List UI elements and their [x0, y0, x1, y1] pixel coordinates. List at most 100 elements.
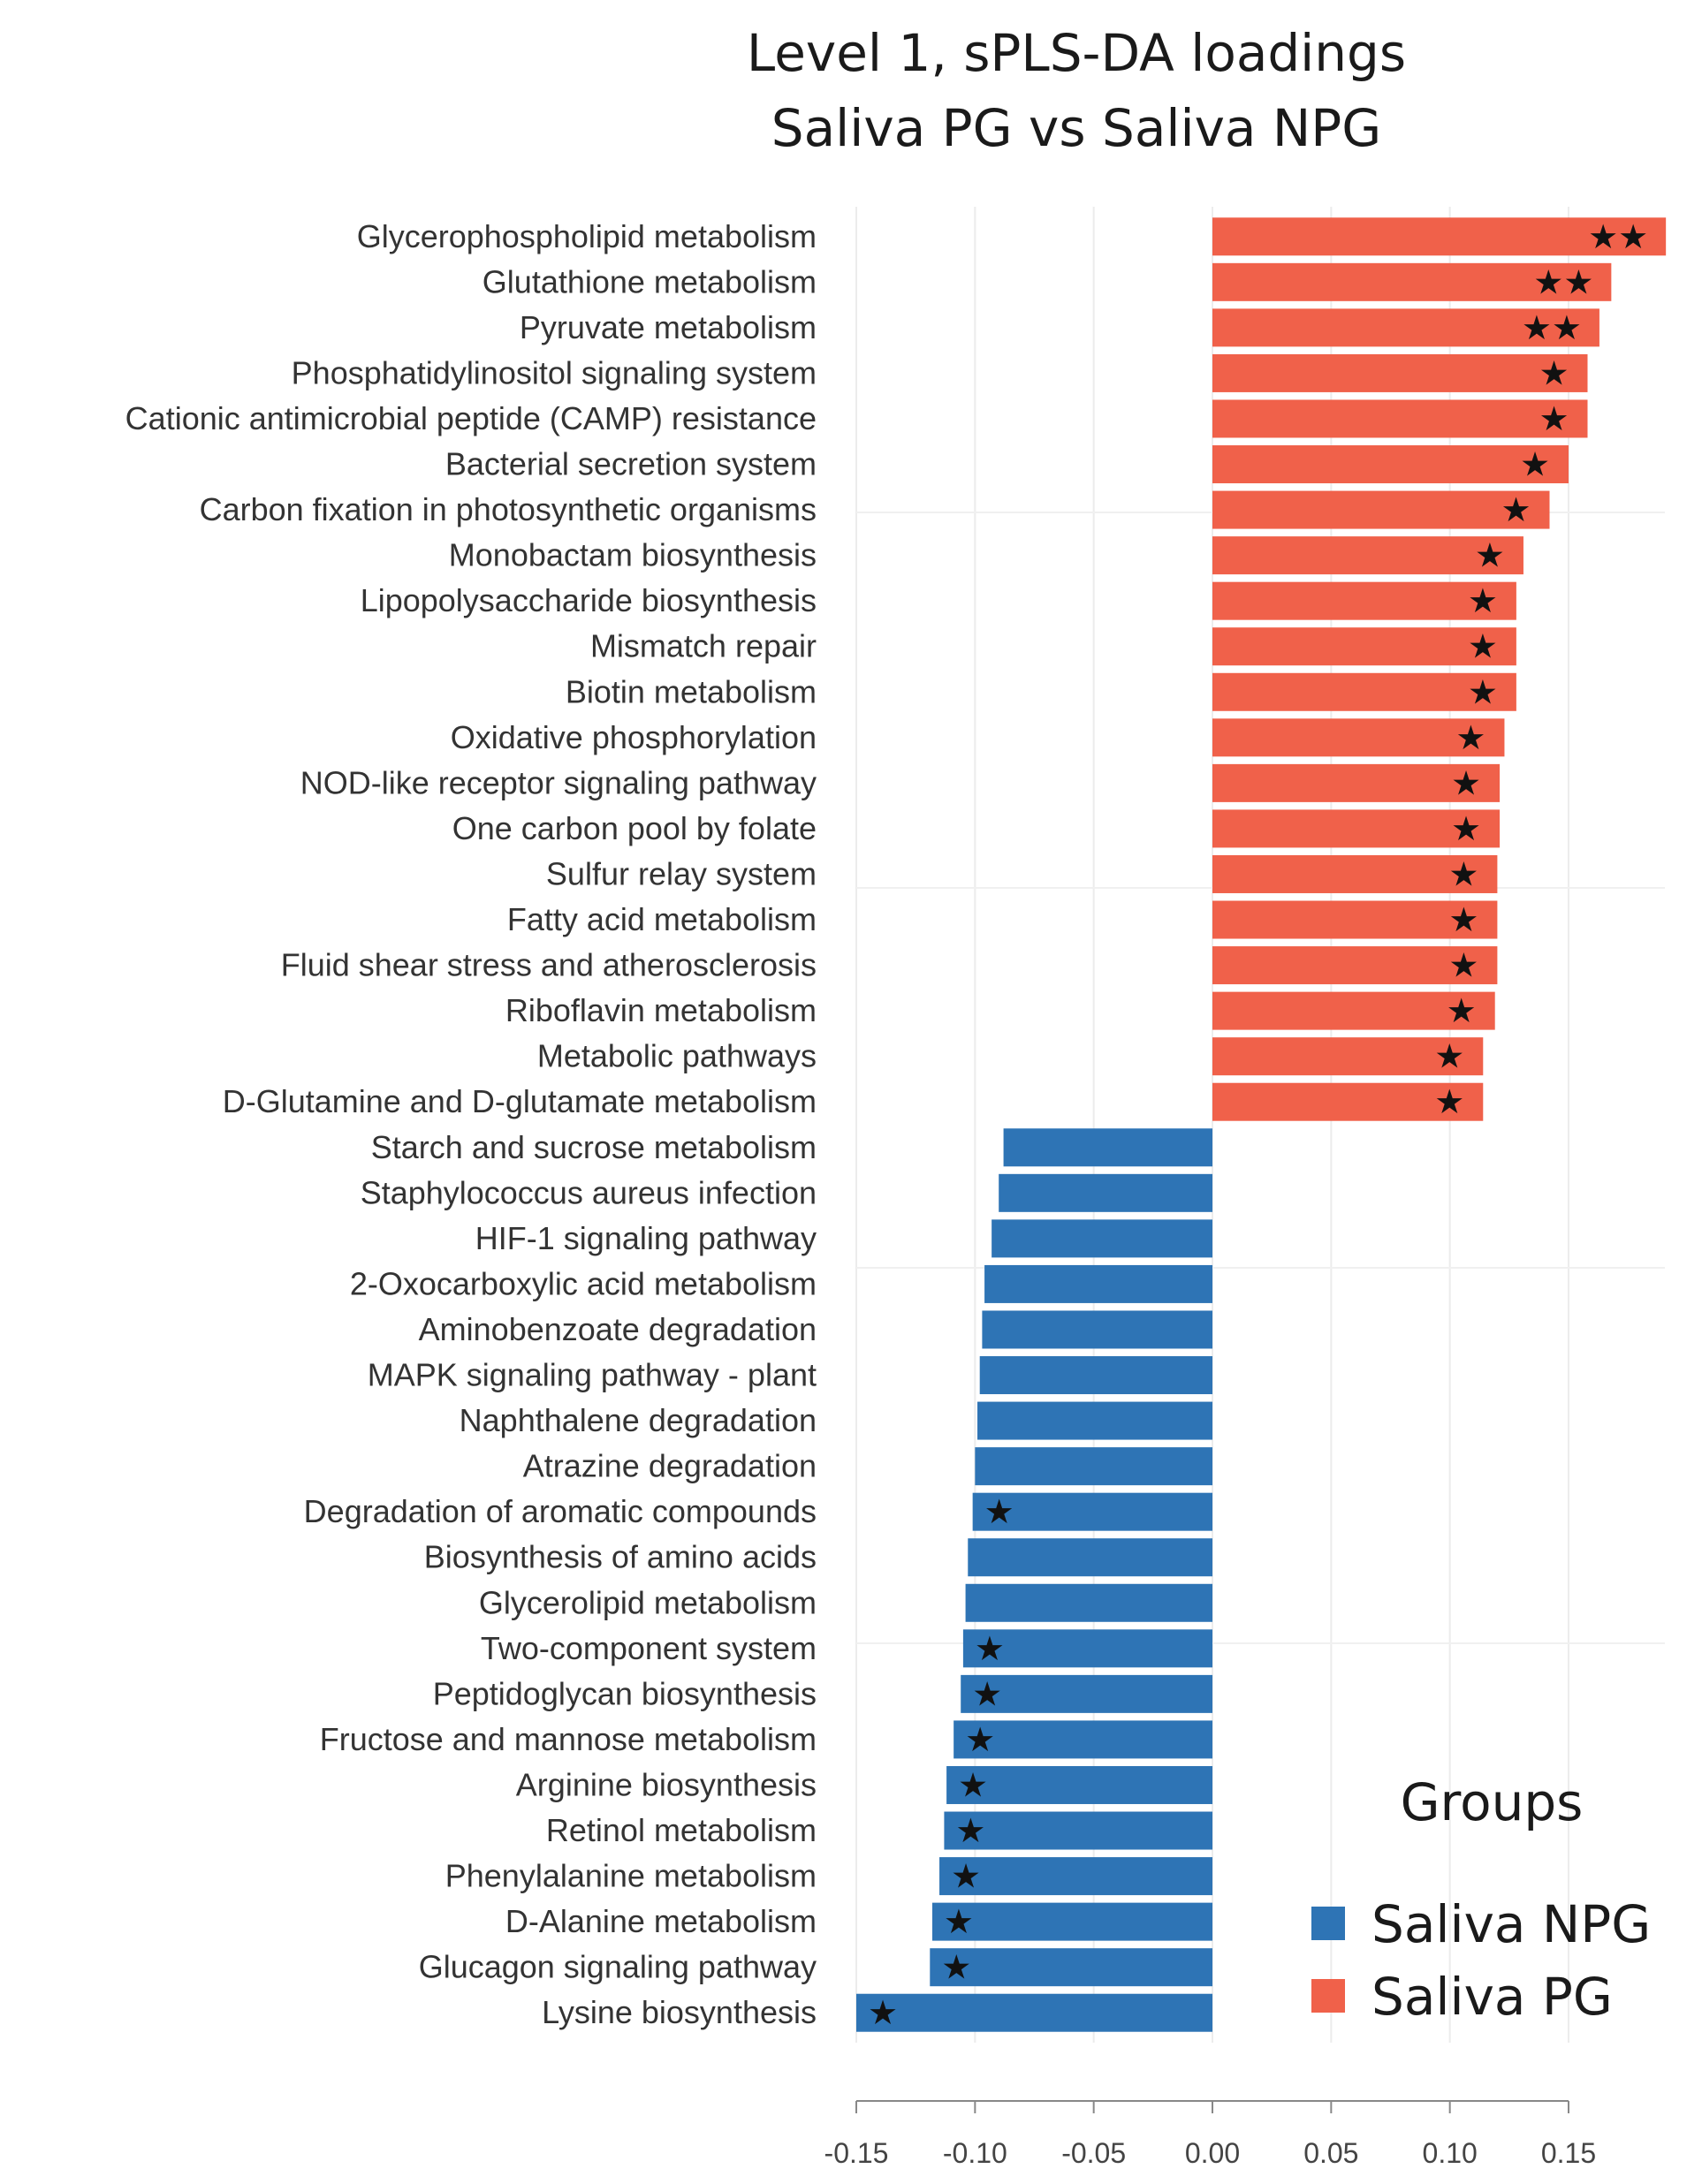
- bar-biosynthesis-of-amino-acids: [968, 1538, 1212, 1577]
- bar-carbon-fixation-in-photosynthetic-organisms: [1212, 490, 1550, 529]
- bar-phenylalanine-metabolism: [939, 1857, 1212, 1896]
- bar-cationic-antimicrobial-peptide-camp-resistance: [1212, 399, 1588, 438]
- category-label-aminobenzoate-degradation: Aminobenzoate degradation: [419, 1311, 817, 1347]
- bar-hif-1-signaling-pathway: [992, 1219, 1212, 1258]
- bar-fatty-acid-metabolism: [1212, 900, 1498, 939]
- category-label-lipopolysaccharide-biosynthesis: Lipopolysaccharide biosynthesis: [361, 582, 817, 618]
- x-tick-label-0: -0.15: [824, 2137, 889, 2169]
- category-label-glucagon-signaling-pathway: Glucagon signaling pathway: [419, 1949, 817, 1985]
- bar-lipopolysaccharide-biosynthesis: [1212, 581, 1516, 620]
- x-axis: -0.15 -0.10 -0.05 0.00 0.05 0.10 0.15: [824, 2100, 1596, 2169]
- bar-staphylococcus-aureus-infection: [999, 1173, 1212, 1212]
- legend-label-saliva-pg: Saliva PG: [1371, 1967, 1613, 2027]
- category-label-2-oxocarboxylic-acid-metabolism: 2-Oxocarboxylic acid metabolism: [350, 1265, 817, 1301]
- bar-glucagon-signaling-pathway: [930, 1948, 1212, 1987]
- bar-glycerophospholipid-metabolism: [1212, 217, 1667, 256]
- bar-bacterial-secretion-system: [1212, 445, 1569, 484]
- star-glucagon-signaling-pathway: ★: [941, 1948, 971, 1987]
- legend-title: Groups: [1401, 1772, 1584, 1832]
- bar-starch-and-sucrose-metabolism: [1003, 1128, 1212, 1167]
- star-glutathione-metabolism: ★★: [1533, 262, 1593, 301]
- star-nod-like-receptor-signaling-pathway: ★: [1451, 763, 1481, 802]
- star-two-component-system: ★: [975, 1629, 1005, 1668]
- bar-sulfur-relay-system: [1212, 854, 1498, 893]
- category-label-mapk-signaling-pathway-plant: MAPK signaling pathway - plant: [368, 1357, 817, 1393]
- category-label-bacterial-secretion-system: Bacterial secretion system: [445, 446, 817, 482]
- star-sulfur-relay-system: ★: [1448, 854, 1478, 893]
- bar-2-oxocarboxylic-acid-metabolism: [984, 1264, 1212, 1303]
- bar-retinol-metabolism: [944, 1811, 1212, 1850]
- category-label-phosphatidylinositol-signaling-system: Phosphatidylinositol signaling system: [292, 354, 817, 391]
- star-retinol-metabolism: ★: [955, 1811, 985, 1850]
- category-label-retinol-metabolism: Retinol metabolism: [546, 1812, 817, 1848]
- star-fatty-acid-metabolism: ★: [1448, 900, 1478, 939]
- bar-two-component-system: [962, 1629, 1212, 1668]
- category-label-fluid-shear-stress-and-atherosclerosis: Fluid shear stress and atherosclerosis: [281, 947, 817, 983]
- x-tick-label-3: 0.00: [1185, 2137, 1240, 2169]
- category-label-biotin-metabolism: Biotin metabolism: [566, 673, 817, 709]
- category-label-cationic-antimicrobial-peptide-camp-resistance: Cationic antimicrobial peptide (CAMP) re…: [125, 400, 817, 436]
- bar-naphthalene-degradation: [977, 1401, 1212, 1440]
- category-label-pyruvate-metabolism: Pyruvate metabolism: [520, 309, 817, 345]
- category-label-starch-and-sucrose-metabolism: Starch and sucrose metabolism: [371, 1129, 817, 1165]
- category-label-d-glutamine-and-d-glutamate-metabolism: D-Glutamine and D-glutamate metabolism: [223, 1083, 817, 1119]
- category-label-riboflavin-metabolism: Riboflavin metabolism: [505, 992, 817, 1028]
- star-arginine-biosynthesis: ★: [958, 1765, 988, 1804]
- chart-title-line-2: Saliva PG vs Saliva NPG: [771, 98, 1381, 158]
- star-bacterial-secretion-system: ★: [1520, 445, 1550, 484]
- bar-fluid-shear-stress-and-atherosclerosis: [1212, 946, 1498, 985]
- category-label-d-alanine-metabolism: D-Alanine metabolism: [505, 1903, 817, 1939]
- bar-mapk-signaling-pathway-plant: [979, 1356, 1212, 1395]
- x-tick-label-5: 0.10: [1423, 2137, 1478, 2169]
- star-degradation-of-aromatic-compounds: ★: [984, 1492, 1014, 1531]
- category-label-glycerophospholipid-metabolism: Glycerophospholipid metabolism: [357, 218, 817, 254]
- category-label-fructose-and-mannose-metabolism: Fructose and mannose metabolism: [320, 1721, 817, 1757]
- significance-stars: ★★★★★★★★★★★★★★★★★★★★★★★★★★★★★★★★★: [868, 217, 1648, 2032]
- category-labels: Glycerophospholipid metabolism Glutathion…: [125, 218, 817, 2030]
- category-label-glycerolipid-metabolism: Glycerolipid metabolism: [479, 1584, 817, 1620]
- bar-nod-like-receptor-signaling-pathway: [1212, 763, 1501, 802]
- star-peptidoglycan-biosynthesis: ★: [972, 1674, 1002, 1713]
- star-d-glutamine-and-d-glutamate-metabolism: ★: [1434, 1082, 1464, 1121]
- bar-glutathione-metabolism: [1212, 262, 1612, 301]
- category-label-one-carbon-pool-by-folate: One carbon pool by folate: [452, 810, 817, 846]
- star-glycerophospholipid-metabolism: ★★: [1588, 217, 1648, 256]
- x-tick-label-2: -0.05: [1061, 2137, 1126, 2169]
- legend: Groups Saliva NPG Saliva PG: [1311, 1772, 1651, 2027]
- star-d-alanine-metabolism: ★: [944, 1902, 974, 1941]
- bar-riboflavin-metabolism: [1212, 991, 1495, 1030]
- star-carbon-fixation-in-photosynthetic-organisms: ★: [1501, 490, 1531, 529]
- category-label-metabolic-pathways: Metabolic pathways: [537, 1038, 817, 1074]
- bar-d-glutamine-and-d-glutamate-metabolism: [1212, 1082, 1484, 1121]
- star-phenylalanine-metabolism: ★: [951, 1857, 981, 1896]
- legend-swatch-saliva-npg: [1311, 1907, 1345, 1940]
- star-pyruvate-metabolism: ★★: [1522, 308, 1582, 347]
- category-label-glutathione-metabolism: Glutathione metabolism: [482, 263, 817, 300]
- category-label-carbon-fixation-in-photosynthetic-organisms: Carbon fixation in photosynthetic organi…: [200, 491, 817, 527]
- star-oxidative-phosphorylation: ★: [1455, 718, 1485, 757]
- category-label-hif-1-signaling-pathway: HIF-1 signaling pathway: [475, 1220, 817, 1256]
- chart-title-line-1: Level 1, sPLS-DA loadings: [747, 23, 1406, 83]
- star-one-carbon-pool-by-folate: ★: [1451, 809, 1481, 848]
- bar-oxidative-phosphorylation: [1212, 718, 1505, 757]
- bar-atrazine-degradation: [975, 1447, 1212, 1486]
- category-label-peptidoglycan-biosynthesis: Peptidoglycan biosynthesis: [433, 1675, 817, 1711]
- bar-mismatch-repair: [1212, 627, 1516, 666]
- star-metabolic-pathways: ★: [1434, 1037, 1464, 1076]
- star-lipopolysaccharide-biosynthesis: ★: [1468, 581, 1498, 620]
- legend-swatch-saliva-pg: [1311, 1979, 1345, 2013]
- x-tick-label-1: -0.10: [943, 2137, 1007, 2169]
- category-label-fatty-acid-metabolism: Fatty acid metabolism: [507, 901, 817, 937]
- star-riboflavin-metabolism: ★: [1447, 991, 1477, 1030]
- bar-aminobenzoate-degradation: [982, 1310, 1212, 1349]
- bar-phosphatidylinositol-signaling-system: [1212, 353, 1588, 392]
- star-cationic-antimicrobial-peptide-camp-resistance: ★: [1539, 399, 1569, 438]
- category-label-atrazine-degradation: Atrazine degradation: [523, 1448, 817, 1484]
- x-tick-label-4: 0.05: [1303, 2137, 1358, 2169]
- category-label-degradation-of-aromatic-compounds: Degradation of aromatic compounds: [304, 1493, 817, 1529]
- category-label-arginine-biosynthesis: Arginine biosynthesis: [516, 1766, 817, 1802]
- bar-degradation-of-aromatic-compounds: [972, 1492, 1212, 1531]
- star-fructose-and-mannose-metabolism: ★: [965, 1720, 995, 1759]
- x-tick-label-6: 0.15: [1541, 2137, 1596, 2169]
